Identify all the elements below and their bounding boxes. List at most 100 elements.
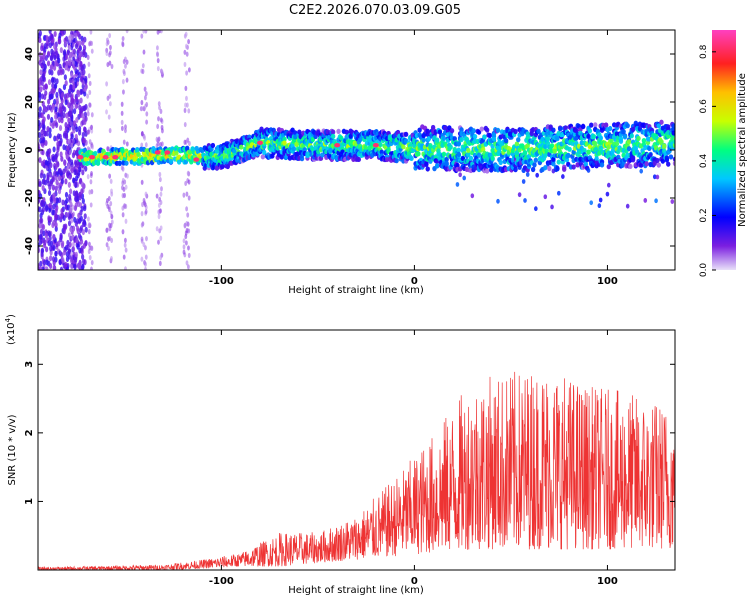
spectrogram-point — [671, 130, 675, 136]
spectrogram-point — [49, 240, 53, 247]
spectrogram-point — [71, 78, 74, 85]
spectrogram-point — [79, 97, 83, 104]
spectrogram-point — [107, 114, 111, 120]
x-tick-label: 100 — [597, 276, 618, 287]
spectrogram-point — [557, 126, 563, 132]
spectrogram-point — [69, 142, 72, 148]
snr-series-line — [38, 371, 675, 570]
spectrogram-point — [545, 136, 551, 142]
spectrogram-point — [56, 146, 60, 153]
spectrogram-point — [47, 215, 51, 222]
spectrogram-point — [58, 250, 62, 257]
spectrogram-point — [46, 126, 50, 133]
spectrogram-point — [81, 112, 85, 119]
spectrogram-point — [38, 247, 41, 254]
y-tick-label: 0 — [24, 146, 35, 153]
spectrogram-point — [444, 156, 449, 163]
spectrogram-point — [86, 129, 90, 135]
spectrogram-point — [655, 174, 660, 180]
spectrogram-point — [64, 53, 69, 60]
spectrogram-point — [52, 203, 56, 210]
chart-title: C2E2.2026.070.03.09.G05 — [289, 3, 461, 18]
spectrogram-point — [70, 235, 74, 241]
spectrogram-point — [182, 192, 186, 198]
spectrogram-point — [55, 179, 59, 186]
spectrogram-point — [64, 223, 68, 230]
spectrogram-point — [59, 266, 64, 270]
spectrogram-point — [63, 160, 67, 167]
spectrogram-point — [69, 120, 73, 127]
spectrogram-point — [76, 159, 80, 166]
spectrogram-point — [587, 128, 593, 134]
spectrogram-point — [124, 160, 129, 166]
spectrogram-point — [125, 77, 129, 83]
spectrogram-point — [164, 150, 171, 155]
spectrogram-point — [571, 164, 576, 170]
spectrogram-point — [89, 202, 93, 208]
spectrogram-point — [556, 190, 561, 196]
spectrogram-point — [334, 143, 341, 148]
spectrogram-point — [90, 189, 94, 195]
spectrogram-point — [64, 191, 69, 198]
spectrogram-point — [39, 266, 43, 270]
spectrogram-point — [593, 141, 598, 147]
spectrogram-point — [61, 240, 65, 247]
spectrogram-point — [78, 194, 82, 201]
spectrogram-point — [193, 157, 200, 162]
spectrogram-point — [47, 180, 51, 187]
spectrogram-point — [75, 150, 79, 157]
spectrogram-point — [78, 166, 82, 173]
spectrogram-point — [49, 180, 53, 187]
spectrogram-point — [62, 168, 66, 175]
spectrogram-point — [144, 95, 147, 101]
spectrogram-point — [514, 141, 520, 147]
spectrogram-point — [187, 67, 191, 73]
spectrogram-point — [74, 202, 78, 209]
spectrogram-point — [544, 148, 549, 154]
spectrogram-point — [78, 40, 82, 47]
spectrogram-point — [83, 156, 89, 162]
spectrogram-point — [656, 162, 661, 168]
spectrogram-point — [564, 157, 570, 163]
spectrogram-point — [185, 70, 189, 76]
spectrogram-point — [38, 206, 42, 213]
spectrogram-point — [124, 218, 128, 224]
spectrogram-point — [643, 198, 648, 203]
spectrogram-point — [566, 153, 571, 159]
spectrogram-point — [484, 127, 490, 133]
spectrogram-point — [421, 137, 426, 143]
spectrogram-point — [69, 84, 73, 91]
spectrogram-point — [183, 61, 187, 68]
spectrogram-point — [468, 155, 474, 161]
spectrogram-point — [68, 52, 72, 58]
spectrogram-point — [487, 132, 493, 139]
spectrogram-point — [140, 179, 144, 185]
spectrogram-point — [183, 121, 187, 128]
spectrogram-point — [72, 241, 75, 247]
spectrogram-point — [67, 232, 71, 238]
spectrogram-point — [46, 113, 51, 120]
spectrogram-point — [124, 266, 127, 270]
spectrogram-point — [121, 212, 125, 218]
spectrogram-point — [81, 253, 85, 260]
spectrogram-point — [77, 125, 82, 132]
spectrogram-point — [120, 119, 124, 125]
spectrogram-point — [53, 170, 57, 177]
spectrogram-point — [155, 143, 159, 149]
spectrogram-point — [630, 155, 636, 161]
spectrogram-point — [543, 152, 548, 159]
spectrogram-point — [38, 95, 42, 102]
spectrogram-point — [220, 163, 225, 170]
spectrogram-point — [57, 188, 62, 195]
spectrogram-point — [109, 200, 113, 207]
spectrogram-point — [444, 160, 449, 166]
spectrogram-point — [40, 133, 44, 140]
spectrogram-point — [48, 202, 52, 209]
spectrogram-point — [71, 125, 75, 131]
x-tick-label: -100 — [209, 576, 234, 587]
spectrogram-point — [83, 205, 87, 212]
spectrogram-point — [143, 135, 147, 141]
spectrogram-point — [610, 148, 616, 154]
spectrogram-point — [330, 129, 336, 135]
